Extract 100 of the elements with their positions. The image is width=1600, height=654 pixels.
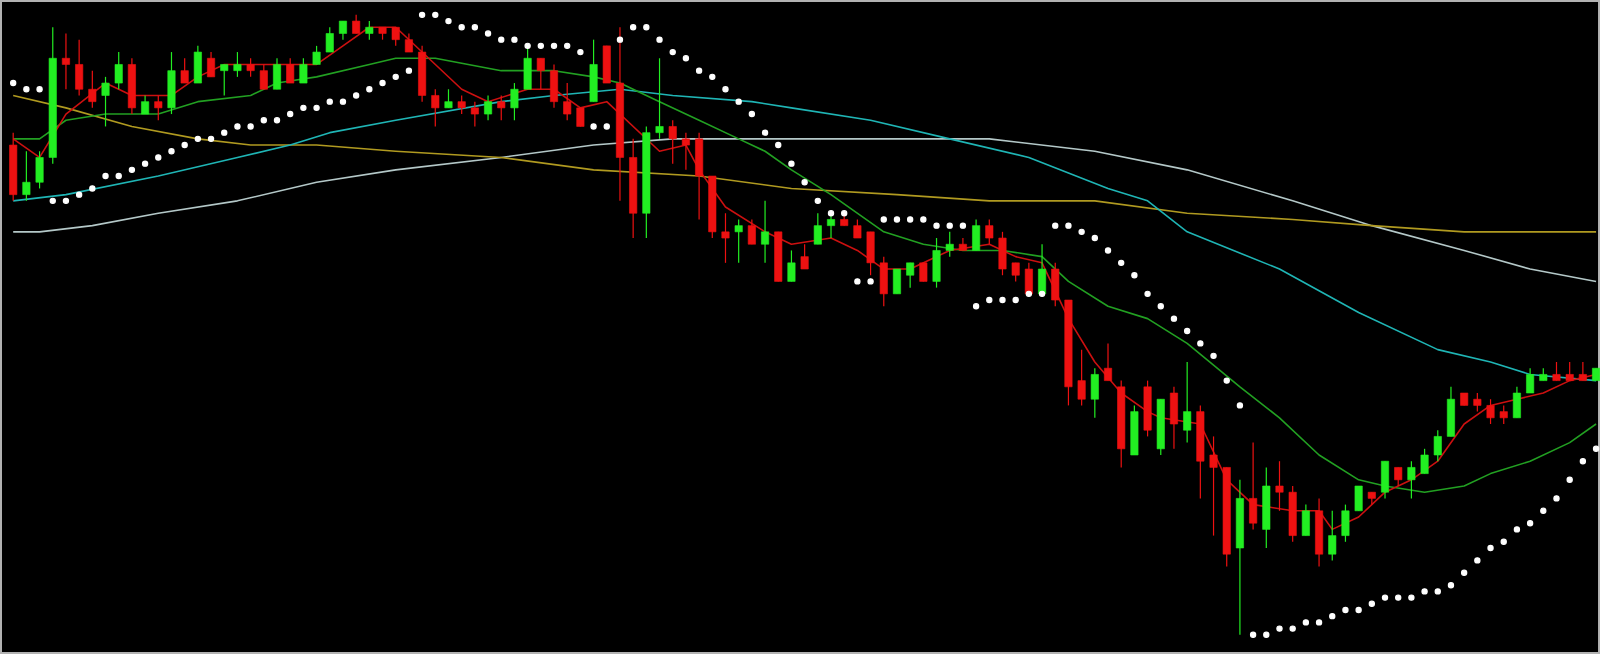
candlestick xyxy=(1143,380,1152,438)
candlestick xyxy=(193,45,202,84)
candlestick xyxy=(906,262,915,289)
candlestick xyxy=(866,231,875,276)
candlestick xyxy=(602,45,611,84)
candlestick xyxy=(985,218,994,245)
candlestick xyxy=(1394,466,1403,487)
candlestick xyxy=(338,20,347,41)
candlestick xyxy=(418,45,427,103)
candlestick xyxy=(1130,404,1139,456)
candlestick xyxy=(180,57,189,84)
candlestick xyxy=(127,57,136,115)
candlestick xyxy=(1578,361,1587,382)
candlestick xyxy=(972,218,981,252)
candlestick xyxy=(1249,442,1258,530)
candlestick xyxy=(325,26,334,53)
candlestick xyxy=(1301,504,1310,537)
candlestick xyxy=(1024,262,1033,295)
candlestick xyxy=(1090,367,1099,419)
candlestick xyxy=(167,51,176,115)
candlestick xyxy=(1038,243,1047,295)
candlestick xyxy=(695,132,704,221)
candlestick xyxy=(273,57,281,90)
candlestick xyxy=(879,256,888,307)
candlestick xyxy=(998,231,1007,276)
candlestick xyxy=(827,212,835,239)
candlestick xyxy=(431,88,440,128)
candlestick xyxy=(497,94,506,121)
candlestick xyxy=(312,45,321,66)
candlestick xyxy=(1341,504,1350,543)
candlestick xyxy=(523,45,532,90)
candlestick xyxy=(61,32,70,90)
candlestick xyxy=(945,231,954,258)
candlestick xyxy=(457,94,466,115)
candlestick xyxy=(365,20,374,41)
candlestick xyxy=(655,57,664,140)
candlestick xyxy=(1381,460,1389,499)
candlestick xyxy=(932,237,941,289)
candlestick xyxy=(892,268,901,295)
candlestick xyxy=(1499,404,1508,425)
candlestick xyxy=(1011,262,1020,283)
candlestick xyxy=(1446,386,1455,438)
candlestick xyxy=(1262,466,1271,549)
candlestick xyxy=(1077,349,1086,407)
candlestick xyxy=(1420,448,1429,475)
candlestick xyxy=(1315,497,1324,568)
candlestick xyxy=(787,249,796,283)
candlestick xyxy=(220,63,229,97)
candlestick xyxy=(404,32,413,53)
candlestick xyxy=(233,51,242,78)
candlestick xyxy=(299,57,308,84)
candlestick xyxy=(668,119,677,165)
candlestick xyxy=(681,132,690,171)
candlestick xyxy=(88,70,97,109)
candlestick xyxy=(75,39,84,97)
candlestick xyxy=(1275,460,1284,512)
candlestick xyxy=(1104,342,1112,382)
candlestick xyxy=(576,107,585,128)
candlestick xyxy=(259,63,268,90)
candlestick xyxy=(114,51,123,90)
candlestick xyxy=(1526,367,1535,394)
candlestick xyxy=(1288,485,1297,543)
candlestick xyxy=(734,218,743,264)
candlestick xyxy=(813,212,822,245)
candlestick xyxy=(853,218,862,239)
candlestick xyxy=(207,51,216,78)
candlestick xyxy=(1328,510,1337,561)
candlestick xyxy=(444,88,453,109)
candlestick xyxy=(246,57,255,78)
candlestick xyxy=(1433,429,1442,462)
candlestick xyxy=(1169,386,1178,450)
candlestick xyxy=(1512,386,1521,419)
candlestick xyxy=(154,94,163,121)
candlestick xyxy=(470,101,479,128)
candlestick xyxy=(484,94,493,121)
candlestick xyxy=(550,63,558,109)
candlestick xyxy=(286,57,295,84)
candlestick xyxy=(1486,398,1495,425)
candlestick xyxy=(141,94,150,115)
candlestick xyxy=(747,218,756,245)
candlestick xyxy=(721,212,730,264)
candlestick xyxy=(1354,485,1363,512)
candlestick xyxy=(919,262,928,283)
candlestick xyxy=(1209,435,1218,537)
candlestick xyxy=(589,39,598,103)
candlestick xyxy=(101,76,110,128)
candlestick xyxy=(1051,262,1060,307)
candlestick xyxy=(22,150,31,202)
candlestick xyxy=(1407,460,1416,499)
candlestick xyxy=(352,14,361,35)
candlestick xyxy=(1473,392,1482,413)
candlestick xyxy=(536,57,545,90)
candlestick xyxy=(35,150,44,190)
candlestick xyxy=(761,200,770,264)
candlestick xyxy=(563,82,572,121)
candlestick xyxy=(391,26,400,47)
candlestick xyxy=(510,82,519,121)
candlestick xyxy=(1552,361,1561,382)
candlestick xyxy=(1565,361,1574,382)
candlestick xyxy=(800,243,809,270)
